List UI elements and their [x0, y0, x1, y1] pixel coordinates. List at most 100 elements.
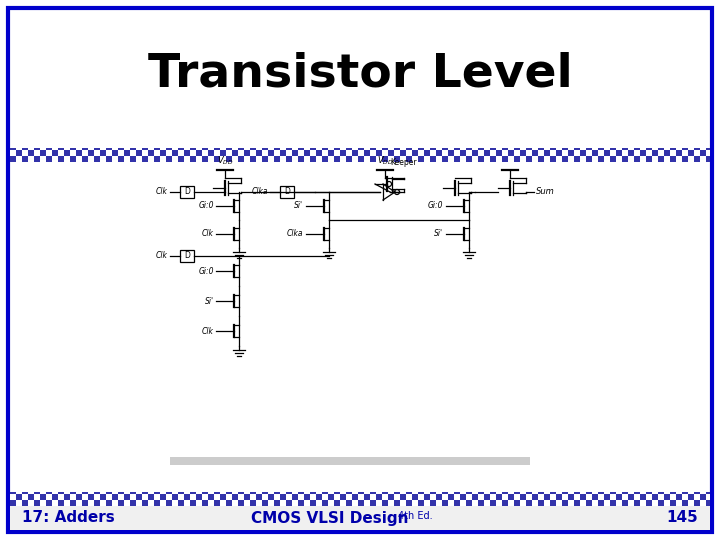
Bar [430, 492, 436, 494]
Bar [634, 494, 640, 500]
Bar [352, 156, 358, 162]
Bar [202, 150, 208, 156]
Bar [256, 492, 262, 494]
Bar [184, 150, 190, 156]
Bar [352, 148, 358, 150]
Bar [178, 500, 184, 506]
Bar [154, 150, 160, 156]
Text: Si': Si' [294, 201, 303, 211]
Bar [496, 150, 502, 156]
Bar [280, 148, 286, 150]
Bar [64, 492, 70, 494]
Bar [196, 494, 202, 500]
Bar [190, 150, 196, 156]
Bar [130, 494, 136, 500]
Bar [298, 494, 304, 500]
Bar [106, 156, 112, 162]
Bar [160, 156, 166, 162]
Bar [82, 494, 88, 500]
Bar [148, 156, 154, 162]
Bar [172, 492, 178, 494]
Text: 17: Adders: 17: Adders [22, 510, 114, 525]
Bar [628, 492, 634, 494]
Bar [112, 500, 118, 506]
Bar [232, 148, 238, 150]
Bar [94, 156, 100, 162]
Bar [580, 150, 586, 156]
Bar [466, 492, 472, 494]
Bar [484, 494, 490, 500]
Bar [88, 494, 94, 500]
Bar [136, 150, 142, 156]
Bar [58, 148, 64, 150]
Bar [94, 148, 100, 150]
Bar [310, 500, 316, 506]
Bar [520, 156, 526, 162]
Bar [10, 148, 16, 150]
Bar [130, 492, 136, 494]
Bar [556, 150, 562, 156]
Bar [238, 150, 244, 156]
Bar [370, 156, 376, 162]
Text: $V_{DD}$: $V_{DD}$ [217, 154, 233, 167]
Bar [202, 148, 208, 150]
Bar [226, 148, 232, 150]
Bar [700, 500, 706, 506]
Bar [298, 156, 304, 162]
Bar [640, 492, 646, 494]
Bar [550, 148, 556, 150]
Bar [10, 492, 16, 494]
Bar [142, 156, 148, 162]
Bar [52, 148, 58, 150]
Bar [250, 148, 256, 150]
Bar [706, 500, 710, 506]
Bar [172, 148, 178, 150]
Bar [592, 156, 598, 162]
Bar [478, 500, 484, 506]
Bar [166, 500, 172, 506]
Text: Clka: Clka [251, 187, 268, 197]
Bar [172, 156, 178, 162]
Bar [562, 156, 568, 162]
Bar [340, 148, 346, 150]
Bar [400, 492, 406, 494]
Bar [172, 500, 178, 506]
Bar [526, 500, 532, 506]
Text: Clka: Clka [287, 230, 303, 239]
Bar [118, 492, 124, 494]
Bar [352, 150, 358, 156]
Bar [574, 492, 580, 494]
Bar [550, 492, 556, 494]
Bar [508, 492, 514, 494]
Bar [502, 150, 508, 156]
Bar [136, 500, 142, 506]
Bar [394, 492, 400, 494]
Bar [286, 156, 292, 162]
Bar [376, 500, 382, 506]
Bar [430, 500, 436, 506]
Bar [328, 492, 334, 494]
Bar [658, 148, 664, 150]
Bar [136, 494, 142, 500]
Bar [238, 148, 244, 150]
Bar [76, 148, 82, 150]
Bar [634, 500, 640, 506]
Bar [346, 494, 352, 500]
Bar [16, 494, 22, 500]
Bar [604, 492, 610, 494]
Bar [454, 148, 460, 150]
Bar [556, 492, 562, 494]
Bar [682, 156, 688, 162]
Bar [406, 494, 412, 500]
Bar [208, 150, 214, 156]
Bar [412, 500, 418, 506]
Bar [232, 494, 238, 500]
Bar [532, 156, 538, 162]
Bar [580, 494, 586, 500]
Bar [628, 156, 634, 162]
Bar [166, 492, 172, 494]
Bar [244, 150, 250, 156]
Bar [112, 492, 118, 494]
Bar [400, 150, 406, 156]
Bar [340, 492, 346, 494]
